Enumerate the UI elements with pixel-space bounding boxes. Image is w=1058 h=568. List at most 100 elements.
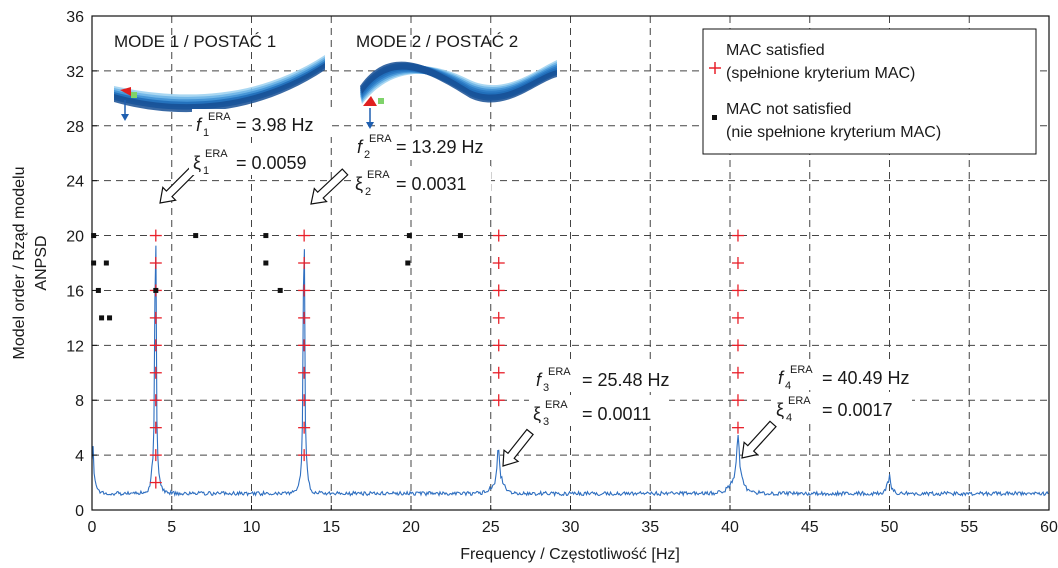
x-tick-label: 20 bbox=[402, 519, 420, 536]
mode-3-frequency-value: = 25.48 Hz bbox=[582, 370, 670, 390]
axis-ticks: 0 5 10 15 20 25 30 35 40 45 50 55 600481216202428323… bbox=[66, 9, 1058, 536]
legend: MAC satisfied (spełnione kryterium MAC) … bbox=[702, 28, 1037, 155]
marker-mac-not-satisfied bbox=[107, 315, 113, 321]
x-tick-label: 55 bbox=[960, 519, 978, 536]
marker-mac-satisfied bbox=[492, 257, 505, 269]
marker-mac-not-satisfied bbox=[153, 287, 159, 293]
marker-mac-satisfied bbox=[731, 257, 744, 269]
mode-3-xi-subscript: 3 bbox=[543, 416, 549, 428]
mode-1-shape-image bbox=[114, 55, 325, 121]
x-tick-label: 10 bbox=[243, 519, 261, 536]
mode-3-peak-arrow-icon bbox=[502, 428, 534, 467]
x-tick-label: 40 bbox=[721, 519, 739, 536]
x-tick-label: 25 bbox=[482, 519, 500, 536]
mode-3-xi-symbol: ξ bbox=[533, 404, 541, 424]
x-tick-label: 0 bbox=[88, 519, 97, 536]
mode-1-damping-value: = 0.0059 bbox=[236, 153, 307, 173]
stability-markers bbox=[91, 229, 744, 489]
y-axis-label: Model order / Rząd modelu bbox=[11, 167, 28, 360]
mode-2-xi-superscript: ERA bbox=[367, 169, 390, 181]
mode-2-xi-symbol: ξ bbox=[355, 174, 363, 194]
mode-shape-illustrations bbox=[114, 55, 557, 129]
y-tick-label: 24 bbox=[66, 174, 84, 191]
marker-mac-satisfied bbox=[298, 229, 311, 242]
marker-mac-satisfied bbox=[492, 339, 505, 352]
x-tick-label: 30 bbox=[562, 519, 580, 536]
y-tick-label: 16 bbox=[66, 283, 84, 300]
marker-mac-not-satisfied bbox=[103, 260, 109, 266]
marker-mac-satisfied bbox=[492, 311, 505, 324]
marker-mac-satisfied bbox=[149, 257, 162, 269]
x-tick-label: 5 bbox=[167, 519, 176, 536]
mode-3-f-superscript: ERA bbox=[548, 366, 571, 378]
x-tick-label: 60 bbox=[1040, 519, 1058, 536]
marker-mac-not-satisfied bbox=[277, 287, 283, 293]
mode-4-xi-superscript: ERA bbox=[788, 395, 811, 407]
mode-2-xi-subscript: 2 bbox=[365, 186, 371, 198]
mode-1-f-symbol: f bbox=[196, 115, 203, 135]
y-tick-label: 12 bbox=[66, 338, 84, 355]
grid-lines bbox=[92, 16, 1049, 510]
mode-3-f-subscript: 3 bbox=[543, 382, 549, 394]
anpsd-curve-group bbox=[91, 245, 1049, 498]
mode-2-f-symbol: f bbox=[357, 137, 364, 157]
legend-marker-plus-icon bbox=[709, 62, 721, 74]
marker-mac-satisfied bbox=[149, 421, 162, 434]
marker-mac-not-satisfied bbox=[263, 260, 269, 266]
marker-mac-satisfied bbox=[731, 284, 744, 297]
marker-mac-satisfied bbox=[731, 421, 744, 434]
marker-mac-satisfied bbox=[731, 394, 744, 407]
mode-1-xi-subscript: 1 bbox=[203, 165, 209, 177]
mode-1-peak-arrow-icon bbox=[159, 166, 197, 204]
legend-mac-satisfied-pl: (spełnione kryterium MAC) bbox=[726, 65, 915, 82]
y-axis-label-anpsd: ANPSD bbox=[33, 235, 50, 290]
mode-4-f-symbol: f bbox=[778, 368, 785, 388]
mode-4-damping-value: = 0.0017 bbox=[822, 400, 893, 420]
marker-mac-not-satisfied bbox=[457, 233, 463, 239]
y-tick-label: 32 bbox=[66, 64, 84, 81]
marker-mac-satisfied bbox=[731, 366, 744, 379]
marker-mac-satisfied bbox=[731, 229, 744, 242]
mode-2-f-superscript: ERA bbox=[369, 133, 392, 145]
marker-mac-not-satisfied bbox=[405, 260, 411, 266]
mode-1-xi-superscript: ERA bbox=[205, 148, 228, 160]
legend-mac-satisfied: MAC satisfied bbox=[726, 42, 825, 59]
marker-mac-satisfied bbox=[149, 449, 162, 462]
mode-1-title: MODE 1 / POSTAĆ 1 bbox=[114, 32, 276, 51]
mode-1-frequency-value: = 3.98 Hz bbox=[236, 115, 314, 135]
mode-2-shape-image bbox=[360, 60, 557, 129]
legend-mac-not-satisfied: MAC not satisfied bbox=[726, 101, 851, 118]
mode-4-xi-subscript: 4 bbox=[786, 412, 792, 424]
y-tick-label: 0 bbox=[75, 503, 84, 520]
marker-mac-satisfied bbox=[298, 449, 311, 462]
marker-mac-satisfied bbox=[492, 229, 505, 242]
marker-mac-satisfied bbox=[492, 284, 505, 297]
marker-mac-satisfied bbox=[298, 257, 311, 269]
mode-4-xi-symbol: ξ bbox=[776, 400, 784, 420]
peak-arrows bbox=[159, 166, 777, 467]
marker-mac-not-satisfied bbox=[99, 315, 105, 321]
mode-4-f-subscript: 4 bbox=[785, 380, 791, 392]
y-tick-label: 8 bbox=[75, 393, 84, 410]
marker-mac-satisfied bbox=[149, 476, 162, 489]
mode-2-f-subscript: 2 bbox=[364, 149, 370, 161]
x-axis-label: Frequency / Częstotliwość [Hz] bbox=[460, 546, 680, 563]
x-tick-label: 50 bbox=[881, 519, 899, 536]
mode-1-f-subscript: 1 bbox=[203, 127, 209, 139]
legend-marker-square-icon bbox=[712, 115, 717, 120]
marker-mac-not-satisfied bbox=[193, 233, 199, 239]
marker-mac-satisfied bbox=[298, 394, 311, 407]
marker-mac-satisfied bbox=[731, 339, 744, 352]
marker-mac-satisfied bbox=[298, 284, 311, 297]
marker-mac-satisfied bbox=[492, 366, 505, 379]
marker-mac-not-satisfied bbox=[263, 233, 269, 239]
marker-mac-satisfied bbox=[298, 339, 311, 352]
marker-mac-not-satisfied bbox=[95, 287, 101, 293]
mode-4-f-superscript: ERA bbox=[790, 364, 813, 376]
y-tick-label: 20 bbox=[66, 229, 84, 246]
